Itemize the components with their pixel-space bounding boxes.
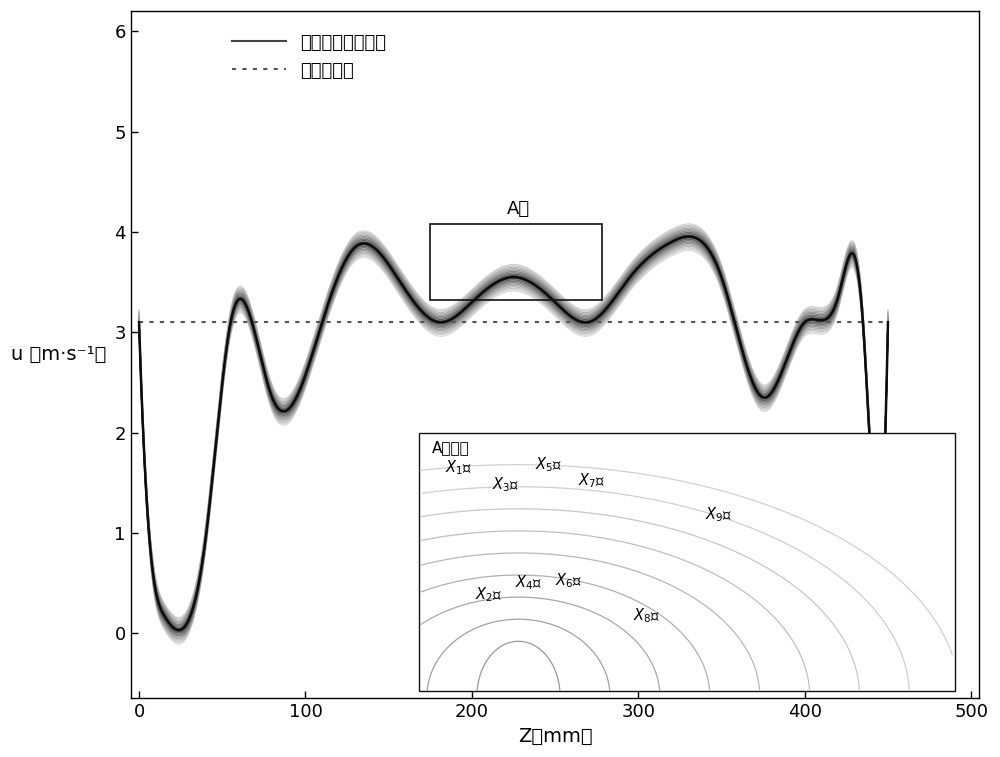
Y-axis label: u （m·s⁻¹）: u （m·s⁻¹）: [11, 345, 106, 364]
Text: $X_8$处: $X_8$处: [633, 606, 660, 625]
Bar: [430, 224, 602, 300]
Text: $X_3$处: $X_3$处: [492, 475, 519, 494]
Text: $X_1$处: $X_1$处: [445, 458, 472, 477]
Text: $X_9$处: $X_9$处: [705, 506, 732, 524]
Text: $X_4$处: $X_4$处: [515, 574, 542, 593]
X-axis label: Z（mm）: Z（mm）: [518, 727, 592, 746]
Text: A区: A区: [507, 200, 530, 218]
Bar: [419, 432, 955, 691]
Text: A区放大: A区放大: [432, 441, 470, 456]
Legend: 气流速度分布曲线, 理论风速值: 气流速度分布曲线, 理论风速值: [225, 27, 394, 87]
Text: $X_7$处: $X_7$处: [578, 472, 605, 490]
Text: $X_2$处: $X_2$处: [475, 586, 502, 605]
Text: $X_6$处: $X_6$处: [555, 572, 582, 590]
Text: $X_5$处: $X_5$处: [535, 455, 562, 474]
